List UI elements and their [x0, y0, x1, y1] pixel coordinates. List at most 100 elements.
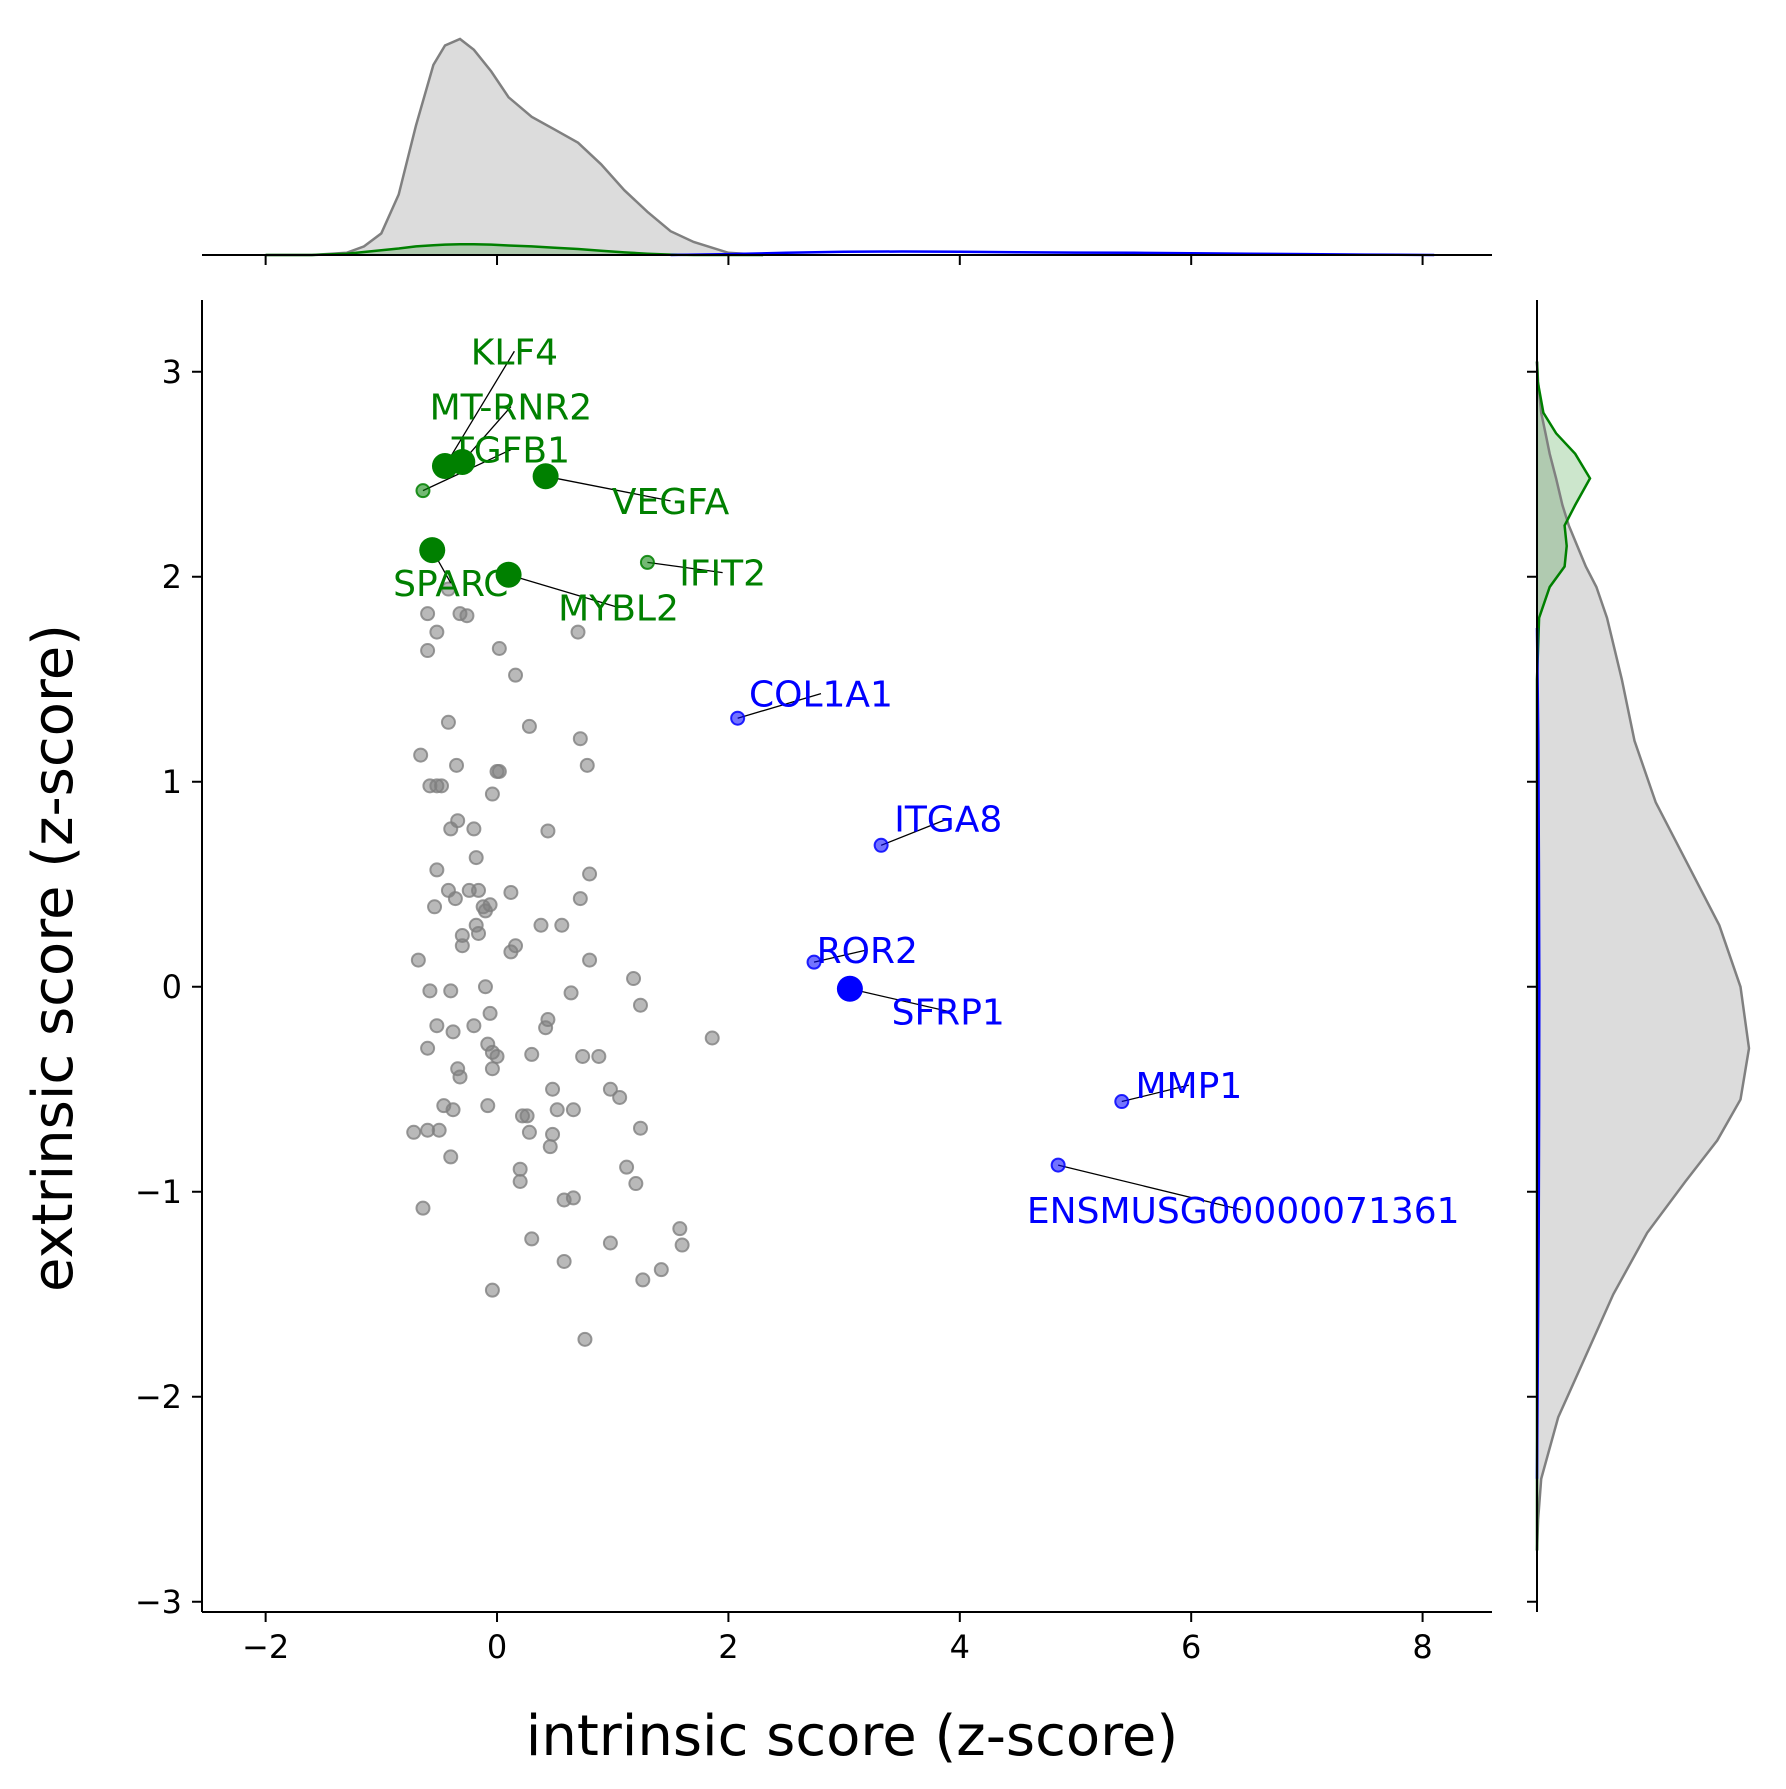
background-point: [674, 1237, 690, 1253]
gene-label-itga8: ITGA8: [894, 800, 1002, 841]
background-point: [466, 1018, 482, 1034]
gene-point-ror2: [806, 954, 822, 970]
background-point: [572, 891, 588, 907]
background-point: [452, 1069, 468, 1085]
background-point: [427, 899, 443, 915]
gene-label-sfrp1: SFRP1: [892, 992, 1005, 1033]
gene-label-vegfa: VEGFA: [612, 482, 730, 523]
gene-label-col1a1: COL1A1: [749, 675, 893, 716]
background-point: [466, 821, 482, 837]
background-point: [556, 1253, 572, 1269]
background-point: [653, 1262, 669, 1278]
background-point: [433, 778, 449, 794]
top-marginal-density: [202, 37, 1492, 265]
gene-point-ifit2: [639, 554, 655, 570]
leader-line: [508, 574, 619, 609]
gene-point-sparc: [419, 537, 446, 564]
background-point: [443, 983, 459, 999]
gene-label-ifit2: IFIT2: [679, 554, 766, 595]
background-point: [480, 1098, 496, 1114]
background-points: [406, 581, 720, 1347]
right-marginal-density: [1527, 300, 1751, 1612]
background-point: [572, 731, 588, 747]
background-point: [612, 1089, 628, 1105]
background-point: [579, 757, 595, 773]
x-tick-label: 2: [718, 1628, 738, 1666]
background-point: [582, 866, 598, 882]
background-point: [512, 1161, 528, 1177]
background-point: [443, 821, 459, 837]
gene-point-itga8: [873, 837, 889, 853]
background-point: [415, 1200, 431, 1216]
x-tick-label: 6: [1181, 1628, 1201, 1666]
background-point: [545, 1081, 561, 1097]
right-density-gray-fill: [1537, 361, 1749, 1551]
background-point: [422, 983, 438, 999]
background-point: [565, 1190, 581, 1206]
top-density-gray-line: [265, 37, 764, 257]
leader-line: [1057, 1164, 1244, 1211]
y-tick-label: 3: [162, 353, 182, 391]
background-point: [468, 850, 484, 866]
x-tick-label: 0: [487, 1628, 507, 1666]
background-point: [626, 971, 642, 987]
background-point: [632, 997, 648, 1013]
background-point: [406, 1124, 422, 1140]
x-tick-label: −2: [242, 1628, 289, 1666]
background-point: [570, 624, 586, 640]
background-point: [554, 917, 570, 933]
y-tick-label: −3: [135, 1583, 182, 1621]
background-point: [602, 1081, 618, 1097]
gene-label-klf4: KLF4: [471, 332, 558, 373]
background-point: [445, 1024, 461, 1040]
x-tick-label: 8: [1412, 1628, 1432, 1666]
background-point: [672, 1221, 688, 1237]
background-point: [484, 1044, 500, 1060]
background-point: [440, 714, 456, 730]
background-point: [508, 667, 524, 683]
background-point: [459, 608, 475, 624]
gene-label-sparc: SPARC: [393, 564, 508, 605]
background-point: [577, 1331, 593, 1347]
gene-label-ensmusg00000071361: ENSMUSG00000071361: [1027, 1191, 1460, 1232]
y-tick-label: −1: [135, 1173, 182, 1211]
background-point: [420, 643, 436, 659]
background-point: [471, 925, 487, 941]
background-point: [484, 786, 500, 802]
x-tick-label: 4: [950, 1628, 970, 1666]
leader-line: [444, 350, 515, 467]
gene-point-mt-rnr2: [449, 448, 476, 475]
background-point: [484, 1282, 500, 1298]
leader-line: [880, 818, 949, 846]
leader-line: [545, 475, 671, 502]
gene-label-ror2: ROR2: [817, 931, 918, 972]
background-point: [454, 938, 470, 954]
gene-point-vegfa: [532, 463, 559, 490]
background-point: [565, 1102, 581, 1118]
background-point: [410, 952, 426, 968]
background-point: [491, 641, 507, 656]
leader-line: [813, 949, 868, 963]
background-point: [540, 823, 556, 839]
top-density-gray-fill: [265, 39, 764, 255]
gene-label-mmp1: MMP1: [1136, 1066, 1243, 1107]
background-point: [429, 1018, 445, 1034]
background-point: [443, 1149, 459, 1165]
right-density-gray-line: [1535, 361, 1751, 1551]
top-density-green-fill: [265, 244, 764, 255]
background-point: [582, 952, 598, 968]
background-point: [477, 903, 493, 919]
background-point: [440, 581, 456, 597]
background-point: [429, 862, 445, 878]
background-point: [503, 944, 519, 960]
background-point: [449, 757, 465, 773]
background-point: [632, 1120, 648, 1136]
background-point: [542, 1139, 558, 1155]
gene-label-tgfb1: TGFB1: [451, 431, 570, 472]
background-point: [503, 884, 519, 900]
background-point: [521, 718, 537, 734]
background-point: [628, 1176, 644, 1192]
